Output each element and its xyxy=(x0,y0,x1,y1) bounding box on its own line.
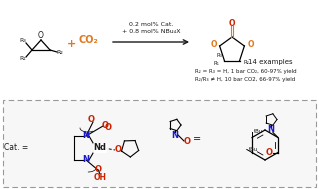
Text: Cat. =: Cat. = xyxy=(4,143,28,153)
Text: 0.2 mol% Cat.
+ 0.8 mol% NBu₄X: 0.2 mol% Cat. + 0.8 mol% NBu₄X xyxy=(122,22,180,34)
Text: O: O xyxy=(87,115,94,125)
Text: +: + xyxy=(67,39,77,49)
Text: R₃: R₃ xyxy=(20,39,26,43)
Text: O: O xyxy=(105,123,112,132)
Text: O: O xyxy=(101,122,108,130)
Text: O: O xyxy=(183,136,190,146)
Text: R₂: R₂ xyxy=(57,50,63,54)
Text: O: O xyxy=(229,19,235,28)
Text: N: N xyxy=(83,132,90,140)
Bar xyxy=(3,100,316,187)
Text: R₁: R₁ xyxy=(20,57,26,61)
Text: N: N xyxy=(172,130,179,139)
Text: R₂/R₃ ≠ H, 10 bar CO2, 66-97% yield: R₂/R₃ ≠ H, 10 bar CO2, 66-97% yield xyxy=(195,77,295,83)
Text: R₁: R₁ xyxy=(213,61,219,66)
Text: N: N xyxy=(83,156,90,164)
Text: R₂: R₂ xyxy=(244,60,249,65)
Text: O: O xyxy=(247,40,254,50)
Text: tBu: tBu xyxy=(249,147,258,152)
Text: O: O xyxy=(265,148,272,157)
Text: N: N xyxy=(268,125,274,134)
Text: O: O xyxy=(94,166,101,174)
Text: O: O xyxy=(115,146,122,154)
Text: O: O xyxy=(38,30,44,40)
Text: =: = xyxy=(193,134,201,144)
Text: OH: OH xyxy=(93,174,107,183)
Text: O: O xyxy=(210,40,217,50)
Text: CO₂: CO₂ xyxy=(78,35,98,45)
Text: tBu: tBu xyxy=(254,129,263,134)
Text: Nd: Nd xyxy=(93,143,107,153)
Text: R₃: R₃ xyxy=(216,53,222,58)
Text: R₂ = R₃ = H, 1 bar CO₂, 60-97% yield: R₂ = R₃ = H, 1 bar CO₂, 60-97% yield xyxy=(195,70,297,74)
Text: 14 examples: 14 examples xyxy=(248,59,293,65)
